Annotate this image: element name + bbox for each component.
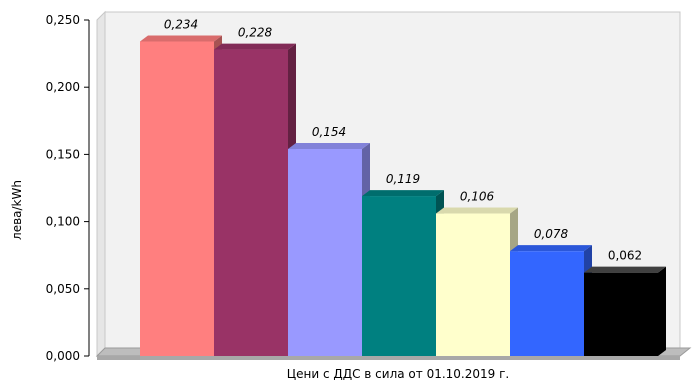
data-label: 0,119 <box>386 172 420 186</box>
bar-top <box>140 35 222 42</box>
bar-front <box>140 41 214 357</box>
bar-front <box>288 149 362 356</box>
bar-front <box>214 49 288 357</box>
y-axis: 0,000 0,050 0,100 0,150 0,200 0,250 <box>46 13 90 363</box>
y-tick-label: 0,250 <box>46 13 80 27</box>
data-label: 0,154 <box>312 125 346 139</box>
plot-floor-edge <box>97 356 680 360</box>
data-label: 0,062 <box>608 249 642 263</box>
x-axis-title: Цени с ДДС в сила от 01.10.2019 г. <box>287 367 509 381</box>
bar <box>436 207 518 356</box>
data-label: 0,078 <box>534 227 569 241</box>
bar <box>510 245 592 356</box>
data-labels: 0,234 0,228 0,154 0,119 0,106 0,078 0,062 <box>164 18 642 263</box>
data-label: 0,234 <box>164 18 198 32</box>
bar <box>362 190 444 356</box>
data-label: 0,228 <box>238 26 273 40</box>
y-tick-label: 0,100 <box>46 215 80 229</box>
bar-top <box>436 207 518 214</box>
bar-top <box>510 245 592 252</box>
y-tick-label: 0,150 <box>46 147 80 161</box>
bar <box>214 43 296 357</box>
plot-side-wall <box>96 10 106 358</box>
y-tick-label: 0,000 <box>46 349 80 363</box>
bar-front <box>510 251 584 356</box>
bars <box>140 35 666 357</box>
bar <box>140 35 222 357</box>
bar-top <box>288 143 370 150</box>
bar <box>288 143 370 356</box>
bar-top <box>584 266 666 273</box>
bar-top <box>214 43 296 50</box>
bar <box>584 266 666 356</box>
bar-side <box>658 266 666 356</box>
bar-front <box>436 213 510 356</box>
y-tick-label: 0,200 <box>46 80 80 94</box>
data-label: 0,106 <box>460 190 495 204</box>
y-axis-title: лева/kWh <box>10 180 24 240</box>
y-tick-label: 0,050 <box>46 282 80 296</box>
bar-front <box>584 272 658 356</box>
bar-top <box>362 190 444 197</box>
bar-front <box>362 196 436 356</box>
